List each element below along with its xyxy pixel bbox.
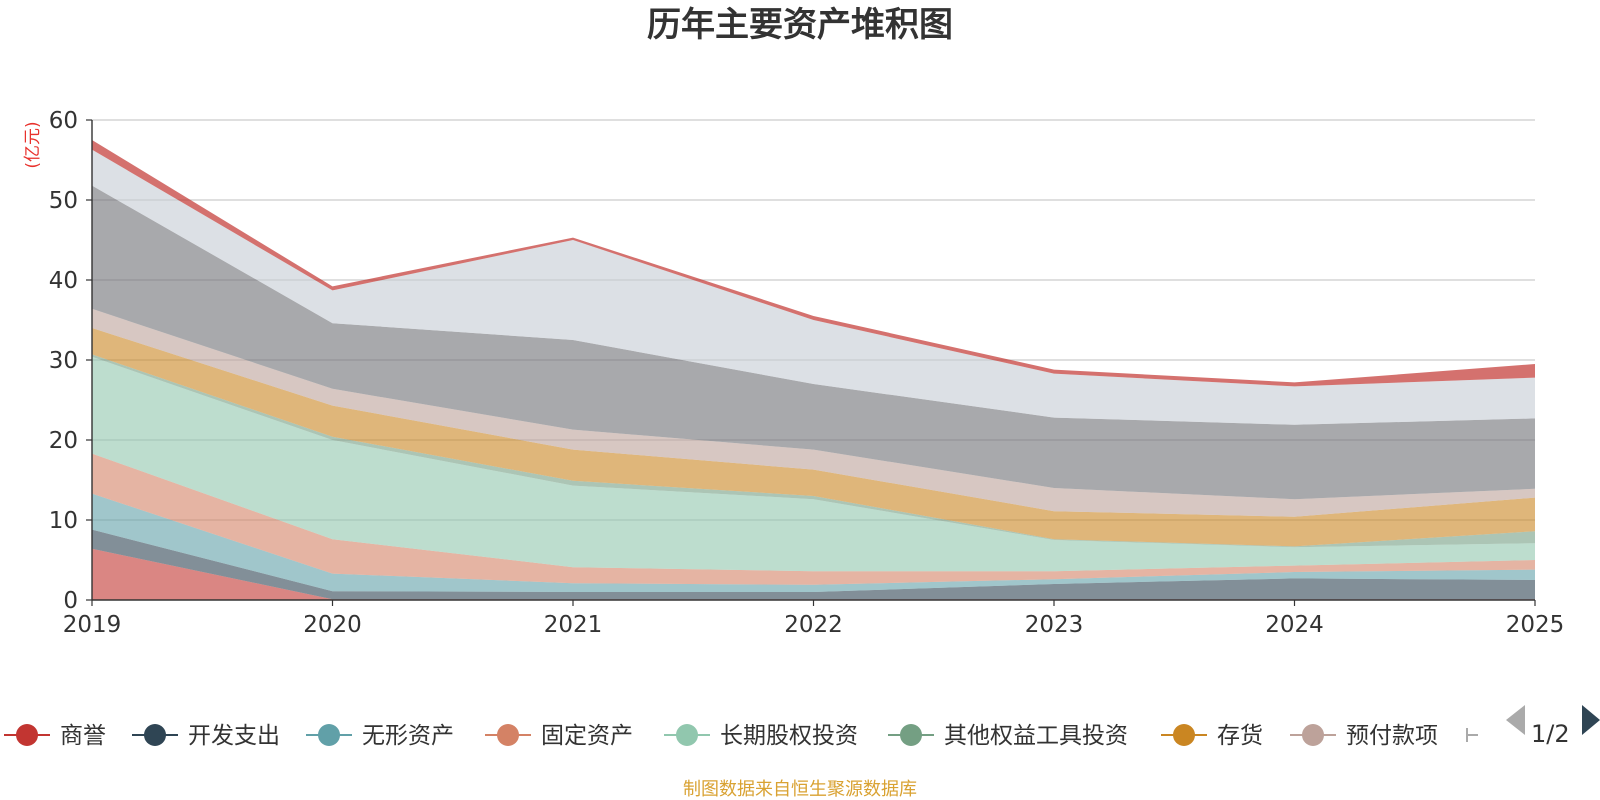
legend-label: 无形资产 [362,723,454,749]
y-tick-label: 20 [49,428,78,454]
x-tick-label: 2020 [303,612,362,638]
pager-prev-icon[interactable] [1506,705,1525,735]
area-series-8[interactable] [92,185,1535,500]
area-series-0[interactable] [92,548,1535,600]
legend-marker-icon [318,724,340,746]
legend-marker-icon [497,724,519,746]
area-series-1[interactable] [92,529,1535,600]
legend-label: 固定资产 [541,723,633,749]
legend-label: 预付款项 [1346,723,1438,749]
legend-label: 开发支出 [188,723,280,749]
legend-item-2[interactable]: 无形资产 [306,723,454,749]
y-tick-label: 10 [49,508,78,534]
legend-item-truncated [1466,728,1478,742]
legend-item-6[interactable]: 存货 [1161,723,1263,749]
chart-title: 历年主要资产堆积图 [647,5,953,45]
x-tick-label: 2025 [1506,612,1565,638]
x-tick-label: 2021 [544,612,603,638]
legend-label: 其他权益工具投资 [944,723,1128,749]
legend-marker-icon [1302,724,1324,746]
legend[interactable]: 商誉 开发支出 无形资产 固定资产 长期股权投资 其他权益工具投资 存货 预付款项 [4,723,1478,749]
y-tick-label: 50 [49,188,78,214]
legend-marker-icon [676,724,698,746]
y-tick-label: 0 [63,588,78,614]
area-series-7[interactable] [92,308,1535,517]
x-tick-label: 2024 [1265,612,1324,638]
legend-item-1[interactable]: 开发支出 [132,723,280,749]
area-series-6[interactable] [92,328,1535,547]
x-tick-label: 2023 [1025,612,1084,638]
legend-item-3[interactable]: 固定资产 [485,723,633,749]
legend-marker-icon [144,724,166,746]
area-series-4[interactable] [92,356,1535,572]
x-tick-label: 2022 [784,612,843,638]
legend-marker-icon [16,724,38,746]
area-series-9[interactable] [92,149,1535,425]
y-tick-label: 30 [49,348,78,374]
pager-page-indicator: 1/2 [1531,720,1570,748]
legend-item-5[interactable]: 其他权益工具投资 [888,723,1128,749]
legend-item-0[interactable]: 商誉 [4,723,106,749]
pager-next-icon[interactable] [1582,705,1600,735]
y-axis-unit-label: (亿元) [23,121,43,168]
axes: 0 10 20 30 40 50 60 2019 2020 2021 2022 2023 2024 202… [49,108,1565,638]
legend-item-4[interactable]: 长期股权投资 [664,723,858,749]
legend-label: 长期股权投资 [720,723,858,749]
x-tick-label: 2019 [63,612,122,638]
y-tick-label: 40 [49,268,78,294]
legend-item-7[interactable]: 预付款项 [1290,723,1438,749]
legend-marker-icon [900,724,922,746]
area-series [92,140,1535,600]
source-note: 制图数据来自恒生聚源数据库 [683,779,917,800]
legend-label: 存货 [1217,723,1263,749]
legend-marker-icon [1173,724,1195,746]
legend-pager[interactable]: 1/2 [1506,705,1600,748]
legend-label: 商誉 [60,723,106,749]
y-tick-label: 60 [49,108,78,134]
